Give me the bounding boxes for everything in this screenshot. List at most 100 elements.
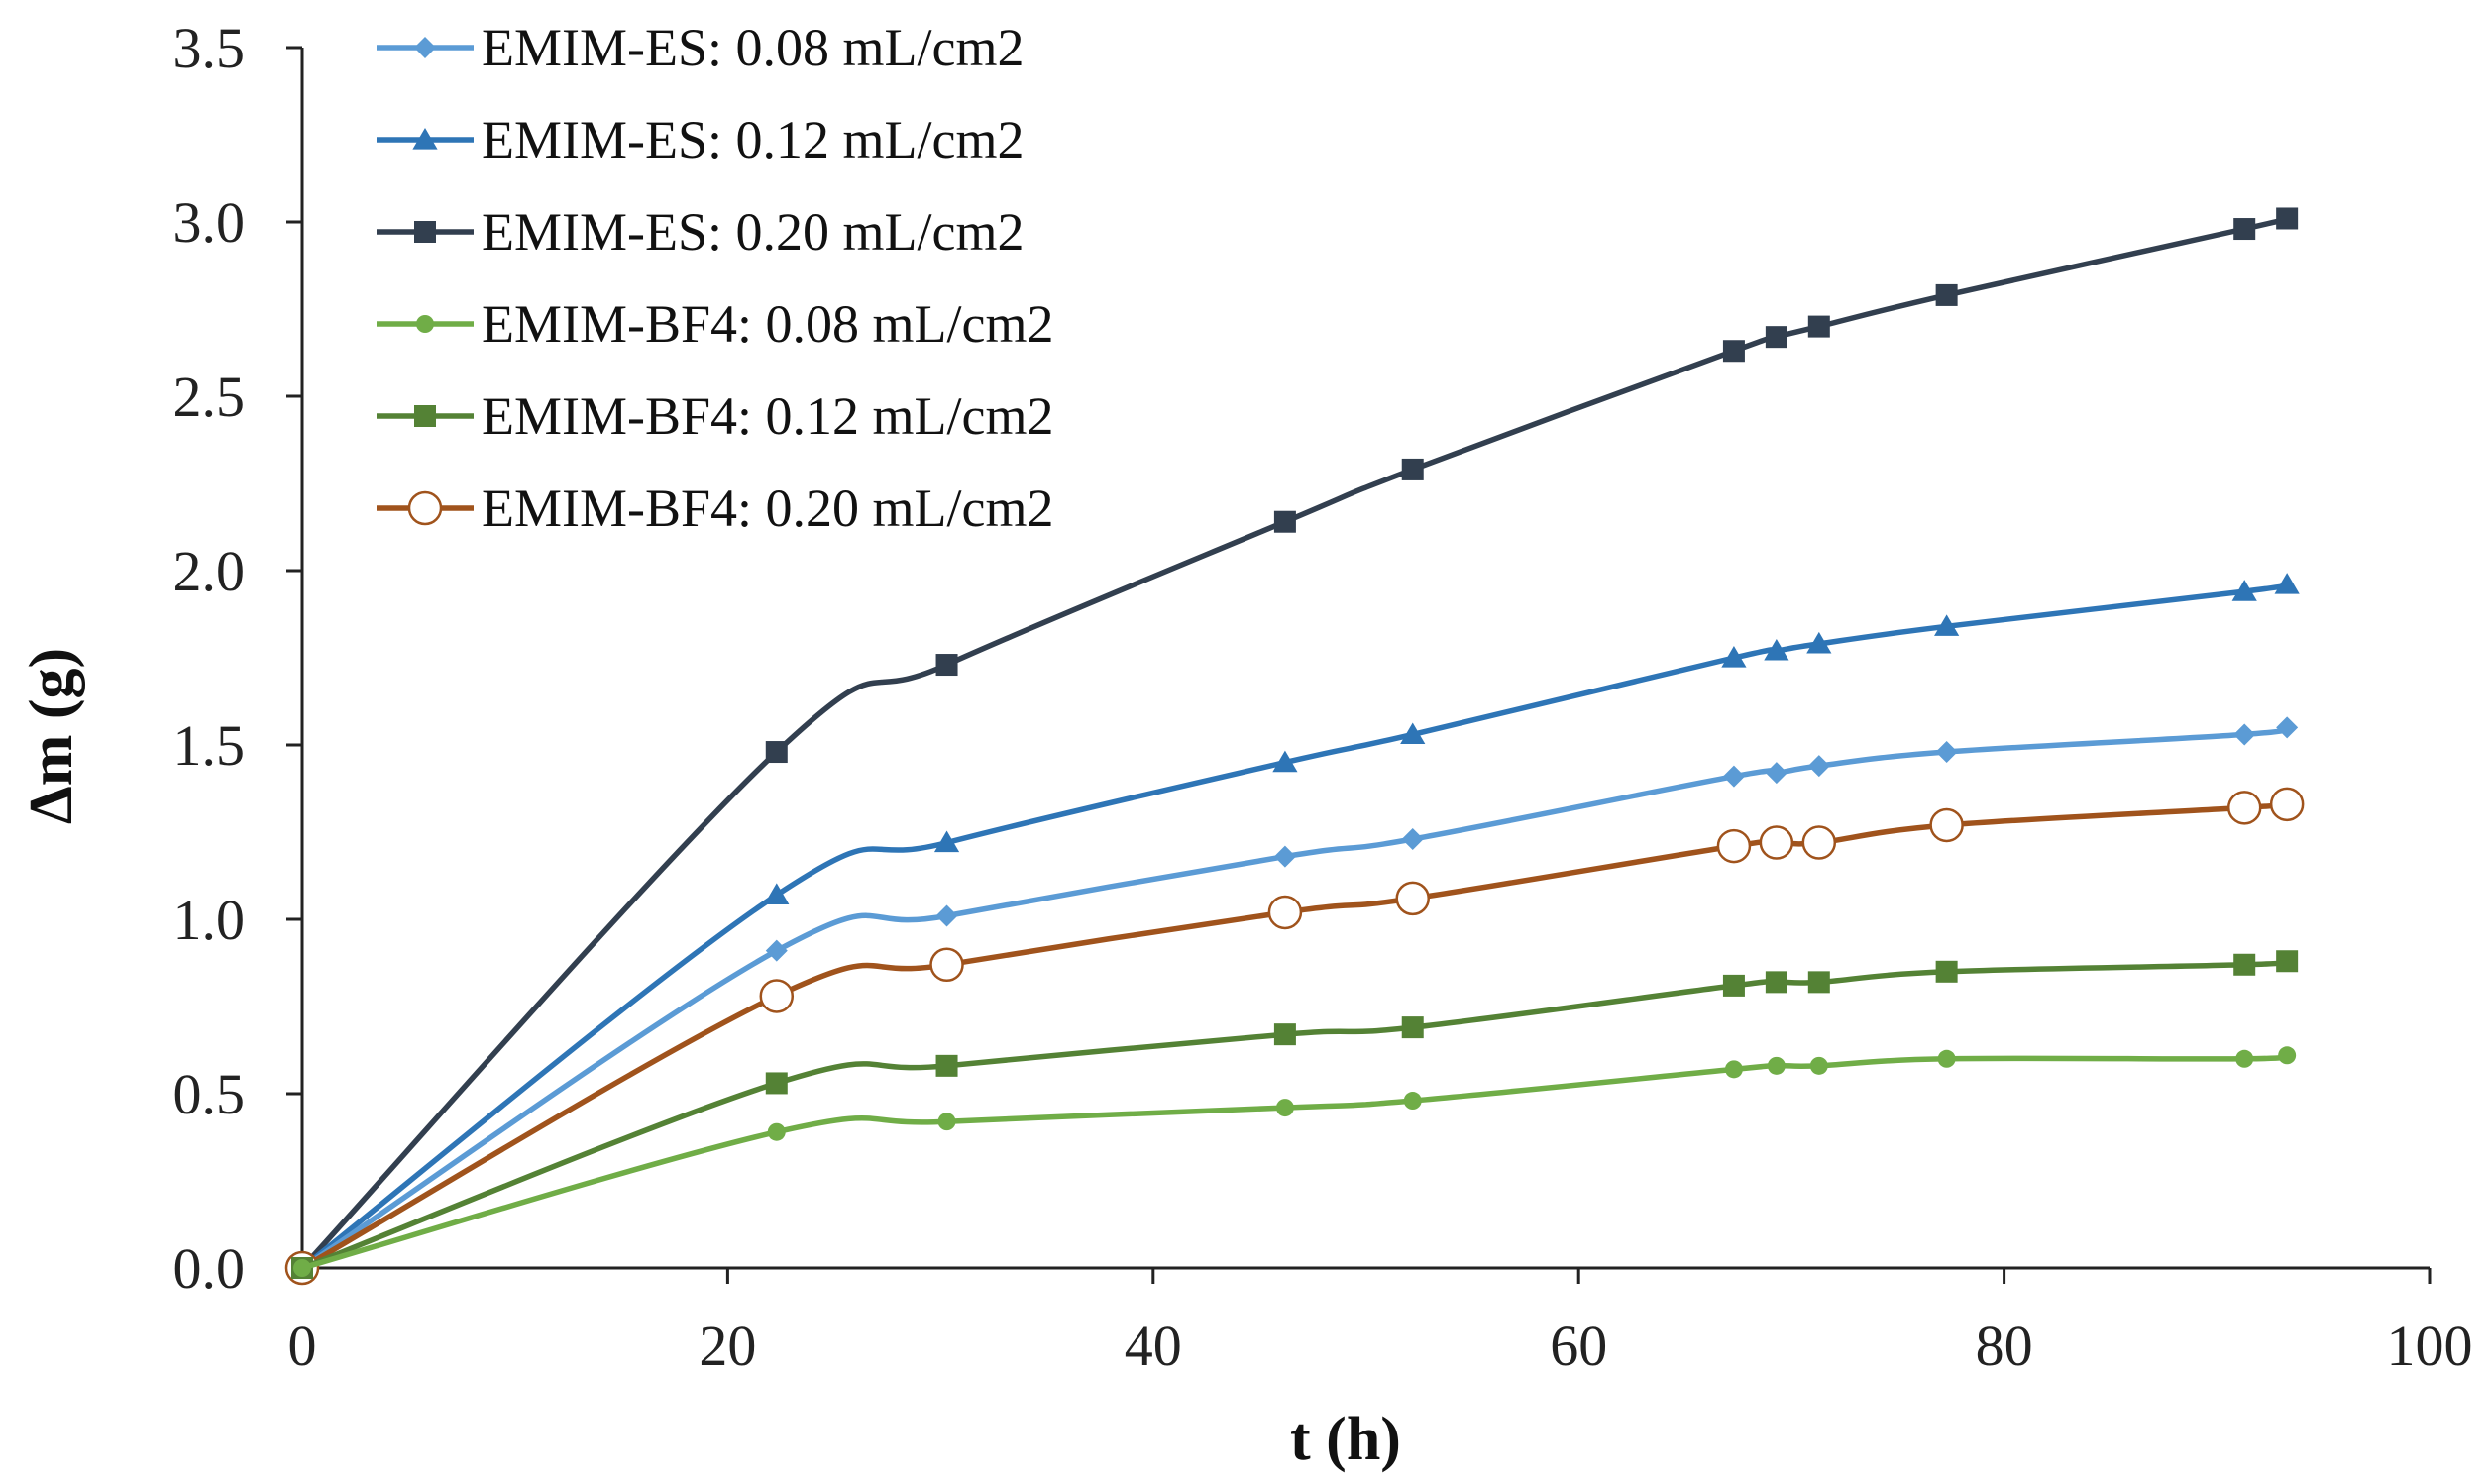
legend-label: EMIM-ES: 0.08 mL/cm2: [482, 18, 1024, 77]
data-point: [1765, 971, 1787, 994]
data-point: [1722, 340, 1745, 363]
legend-item: EMIM-BF4: 0.12 mL/cm2: [377, 386, 1054, 446]
data-point: [2278, 1046, 2297, 1065]
legend-marker: [407, 490, 443, 526]
y-tick-label: 1.5: [173, 713, 246, 778]
legend-item: EMIM-ES: 0.20 mL/cm2: [377, 202, 1024, 262]
data-point: [293, 1259, 311, 1277]
legend-item: EMIM-BF4: 0.08 mL/cm2: [377, 294, 1054, 354]
x-tick-label: 80: [1976, 1314, 2033, 1378]
data-point: [1934, 614, 1960, 636]
data-point: [1722, 974, 1745, 997]
data-point: [1809, 1056, 1828, 1075]
data-point: [2276, 950, 2299, 973]
data-point: [765, 741, 788, 764]
x-tick-label: 60: [1550, 1314, 1607, 1378]
x-axis-title: t (h): [1290, 1406, 1401, 1473]
y-tick-label: 0.0: [173, 1236, 246, 1301]
series-3: [291, 207, 2299, 1279]
series-line: [299, 582, 2290, 1271]
legend-label: EMIM-BF4: 0.08 mL/cm2: [482, 294, 1054, 354]
plot-series: [284, 207, 2305, 1286]
x-tick-label: 40: [1125, 1314, 1182, 1378]
x-tick-label: 20: [699, 1314, 756, 1378]
legend-label: EMIM-BF4: 0.20 mL/cm2: [482, 478, 1054, 538]
legend-marker: [414, 221, 436, 243]
series-line: [299, 215, 2290, 1271]
data-point: [1807, 315, 1830, 338]
x-axis: [300, 1266, 2432, 1284]
x-tick-label: 100: [2387, 1314, 2473, 1378]
data-point: [1765, 326, 1787, 349]
data-point: [1807, 971, 1830, 994]
data-point: [1801, 825, 1837, 860]
data-point: [1403, 1092, 1422, 1111]
data-point: [1267, 895, 1303, 930]
data-point: [2233, 723, 2256, 746]
data-point: [1724, 1060, 1743, 1079]
data-point: [1395, 881, 1430, 916]
legend: EMIM-ES: 0.08 mL/cm2 EMIM-ES: 0.12 mL/cm2…: [377, 18, 1054, 538]
data-point: [2274, 573, 2300, 594]
series-line: [299, 801, 2290, 1271]
data-point: [2226, 791, 2262, 825]
data-point: [1401, 828, 1424, 851]
legend-marker: [412, 128, 438, 150]
data-point: [1401, 1016, 1424, 1039]
data-point: [937, 1113, 956, 1131]
data-point: [1937, 1049, 1956, 1068]
data-point: [935, 904, 958, 927]
legend-marker: [414, 37, 436, 58]
data-point: [1935, 741, 1958, 764]
data-point: [759, 979, 795, 1013]
data-point: [1273, 510, 1296, 533]
data-point: [1806, 631, 1832, 654]
data-point: [1722, 765, 1745, 788]
series-1: [291, 716, 2299, 1279]
legend-item: EMIM-ES: 0.08 mL/cm2: [377, 18, 1024, 77]
data-point: [1272, 750, 1298, 773]
data-point: [933, 830, 960, 853]
series-line: [299, 724, 2290, 1271]
data-point: [1807, 755, 1830, 778]
legend-item: EMIM-ES: 0.12 mL/cm2: [377, 110, 1024, 169]
y-tick-label: 3.5: [173, 16, 246, 80]
series-5: [291, 950, 2299, 1279]
data-point: [765, 939, 788, 962]
data-point: [2233, 218, 2256, 241]
legend-label: EMIM-ES: 0.20 mL/cm2: [482, 202, 1024, 262]
data-point: [1935, 283, 1958, 306]
data-point: [1721, 646, 1747, 668]
y-tick-label: 0.5: [173, 1062, 246, 1126]
legend-label: EMIM-ES: 0.12 mL/cm2: [482, 110, 1024, 169]
data-point: [1929, 807, 1964, 843]
y-tick-label: 2.0: [173, 539, 246, 603]
y-tick-label: 3.0: [173, 190, 246, 255]
data-point: [1765, 762, 1787, 785]
data-point: [1273, 845, 1296, 868]
data-point: [2276, 716, 2299, 739]
y-tick-label: 1.0: [173, 888, 246, 952]
legend-marker: [414, 405, 436, 427]
y-tick-labels: 0.0 0.5 1.0 1.5 2.0 2.5 3.0 3.5: [173, 16, 246, 1301]
y-axis-title: Δm (g): [18, 648, 85, 824]
series-line: [299, 1052, 2290, 1271]
data-point: [935, 1054, 958, 1077]
data-point: [1935, 960, 1958, 983]
data-point: [765, 1072, 788, 1095]
data-point: [1275, 1099, 1294, 1117]
legend-label: EMIM-BF4: 0.12 mL/cm2: [482, 386, 1054, 446]
legend-marker: [416, 315, 434, 333]
data-point: [1400, 722, 1426, 745]
data-point: [935, 654, 958, 677]
data-point: [1401, 458, 1424, 480]
data-point: [1759, 825, 1794, 860]
data-point: [1716, 828, 1752, 864]
data-point: [1273, 1023, 1296, 1046]
data-point: [767, 1122, 786, 1141]
data-point: [764, 883, 790, 904]
data-point: [929, 947, 964, 983]
data-point: [1764, 638, 1789, 661]
data-point: [2233, 953, 2256, 976]
